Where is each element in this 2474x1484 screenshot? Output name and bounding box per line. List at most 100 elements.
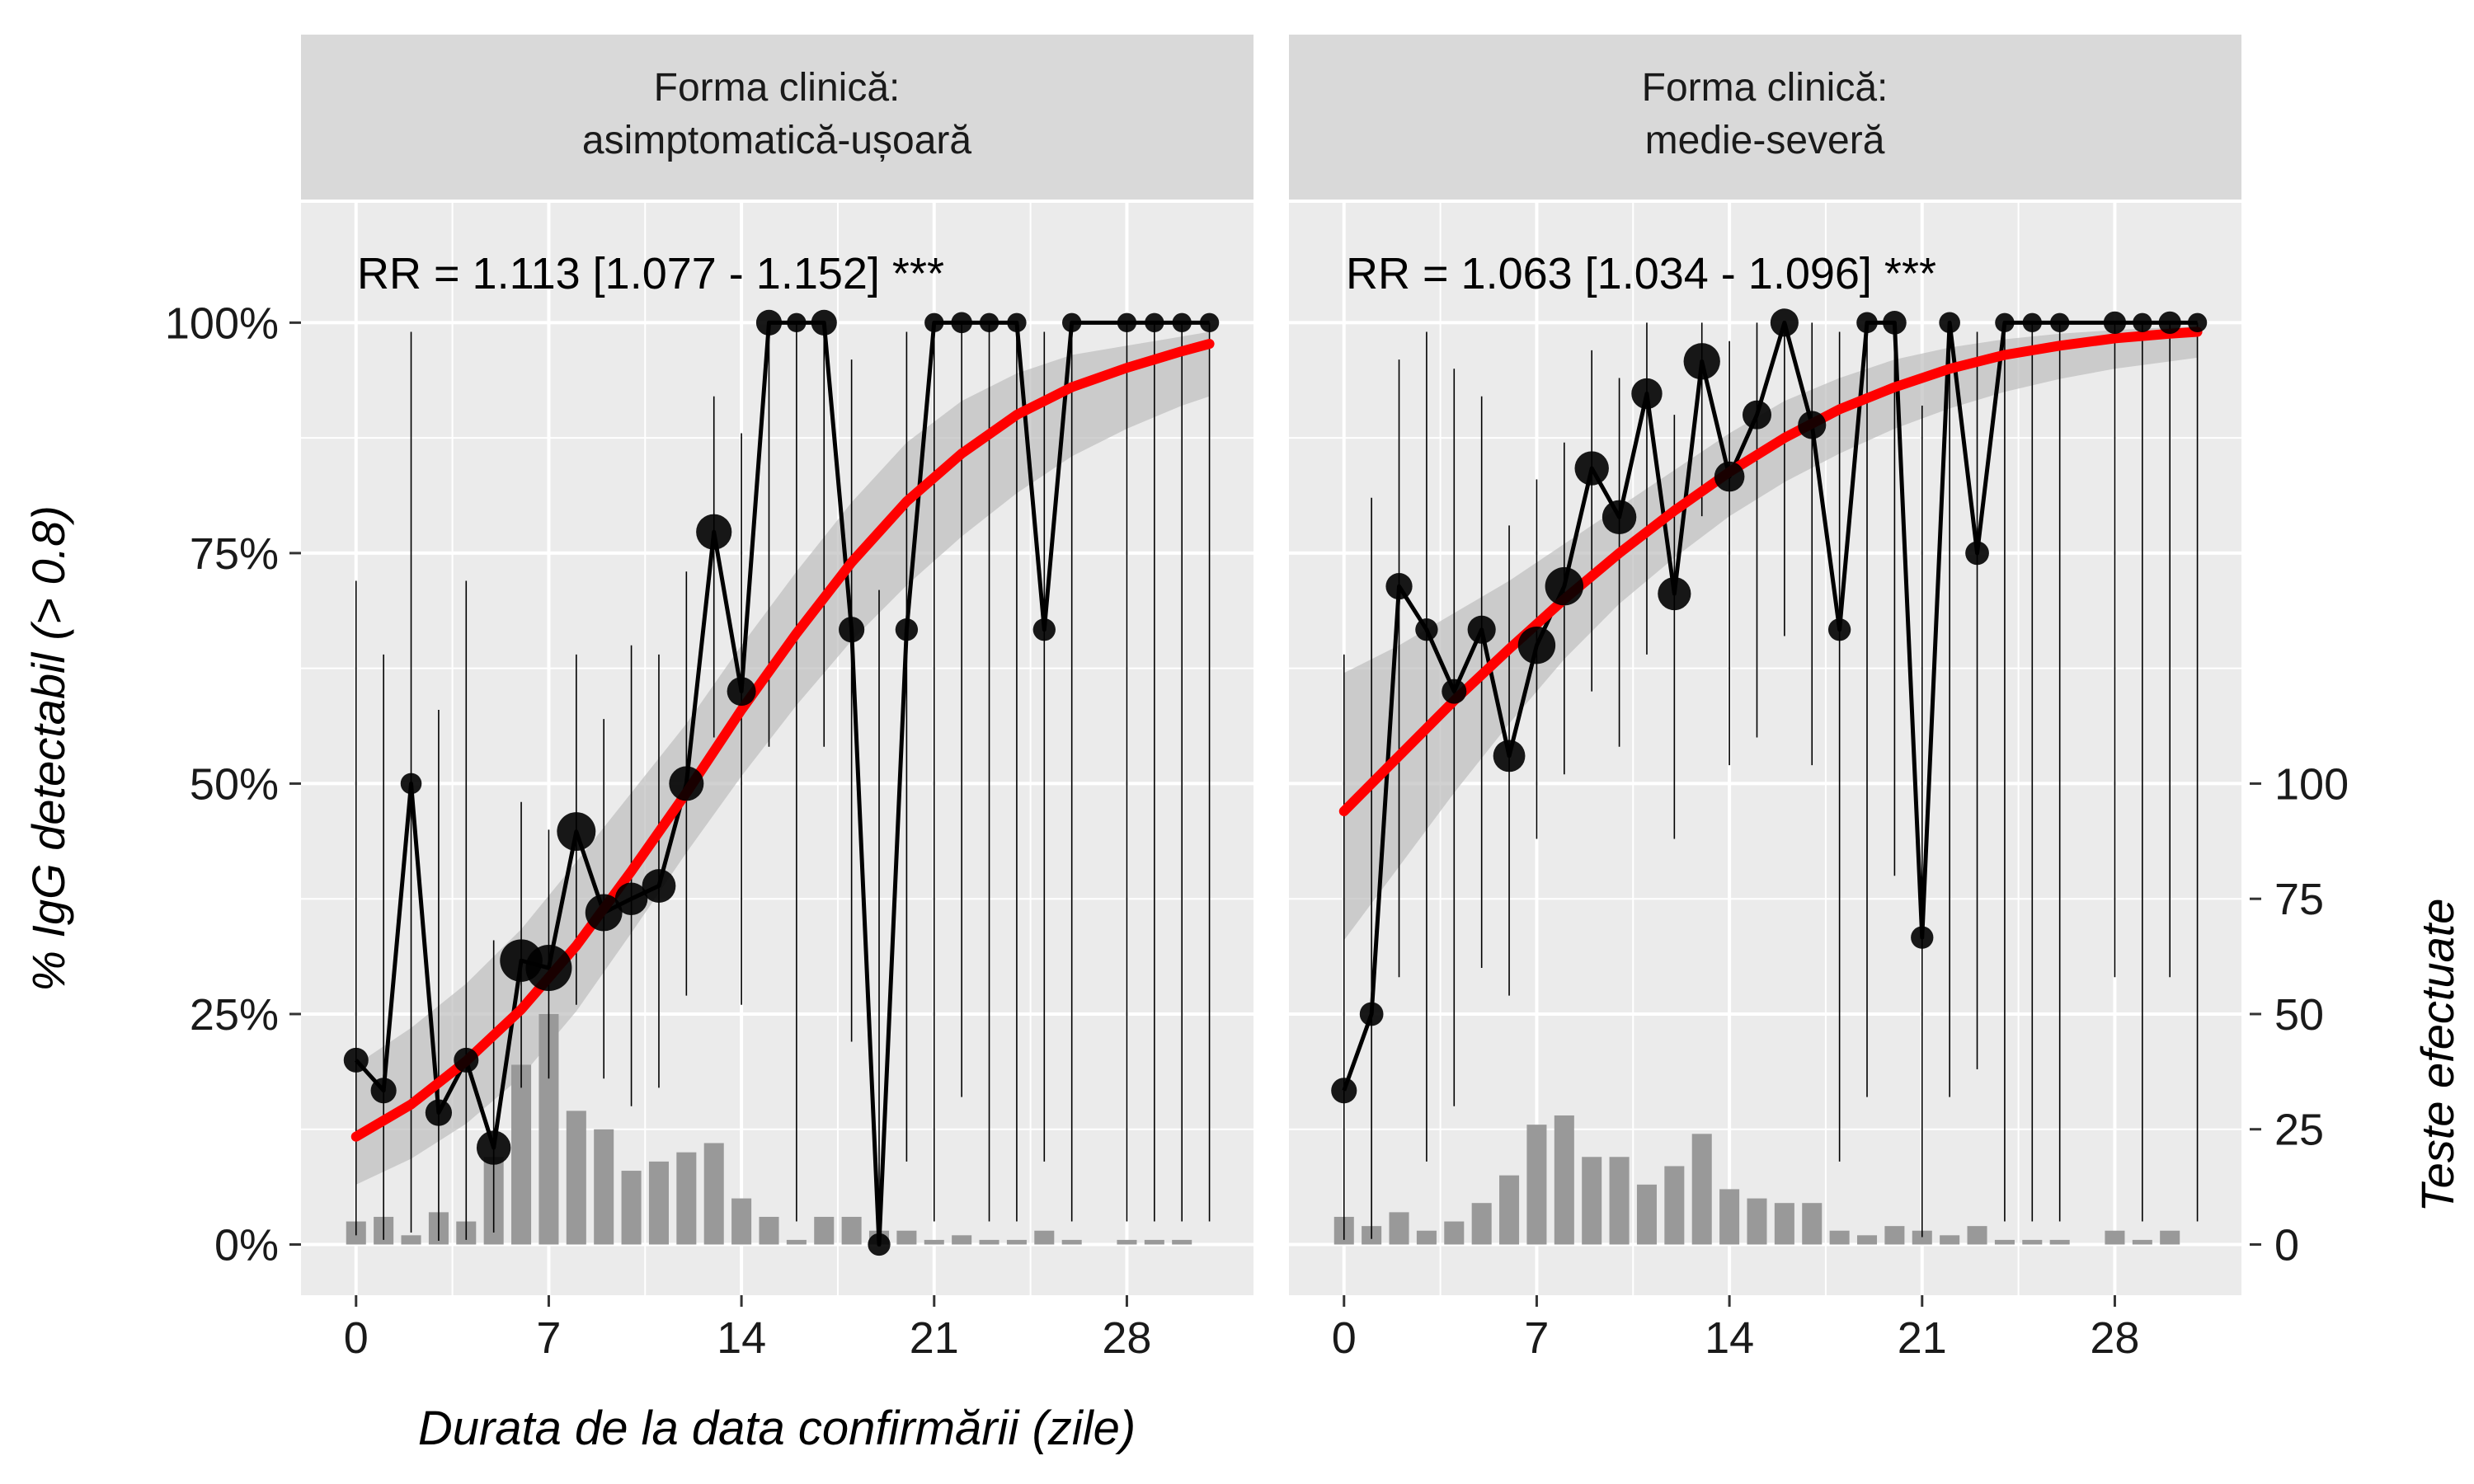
x-axis-title: Durata de la data confirmării (zile) <box>418 1402 1136 1455</box>
data-point <box>1467 615 1496 644</box>
test-count-bar <box>1719 1189 1740 1245</box>
data-point <box>1995 312 2015 333</box>
data-point <box>1574 451 1609 486</box>
test-count-bar <box>1117 1239 1137 1245</box>
data-point <box>1965 541 1989 566</box>
rr-annotation: RR = 1.113 [1.077 - 1.152] *** <box>357 249 944 298</box>
test-count-bar <box>952 1235 972 1245</box>
test-count-bar <box>1061 1239 1082 1245</box>
test-count-bar <box>1856 1235 1878 1245</box>
data-point <box>585 894 623 932</box>
strip-line-1: Forma clinică: <box>654 66 901 110</box>
data-point <box>924 312 944 333</box>
y2-tick-label: 75 <box>2274 875 2324 924</box>
test-count-bars <box>1333 1115 2180 1245</box>
data-point <box>343 1047 369 1073</box>
test-count-bar <box>1691 1134 1712 1245</box>
test-count-bar <box>759 1216 779 1245</box>
data-point <box>1742 400 1771 430</box>
test-count-bar <box>1499 1175 1520 1245</box>
test-count-bar <box>1389 1212 1409 1245</box>
test-count-bar <box>1034 1230 1055 1245</box>
data-point <box>370 1078 397 1104</box>
data-point <box>525 945 572 992</box>
y-tick-label: 50% <box>190 759 279 809</box>
x-tick-label: 28 <box>1102 1313 1151 1363</box>
data-point <box>1442 679 1467 704</box>
fit-polyline <box>1338 326 2203 816</box>
data-point <box>1602 500 1637 534</box>
test-count-bar <box>2132 1239 2152 1245</box>
y2-tick-label: 50 <box>2274 990 2324 1040</box>
data-point <box>1007 312 1027 333</box>
y-tick-label: 0% <box>214 1221 279 1270</box>
data-point <box>1545 566 1584 606</box>
observed-points <box>1331 308 2208 1104</box>
y2-tick-label: 100 <box>2274 759 2349 809</box>
test-count-bar <box>896 1230 917 1245</box>
data-point <box>557 812 596 852</box>
fitted-curve <box>350 339 1215 1142</box>
data-point <box>1770 308 1799 337</box>
test-count-bar <box>1554 1115 1574 1245</box>
test-count-bar <box>841 1216 862 1245</box>
test-count-bar <box>1006 1239 1027 1245</box>
y-tick-label: 75% <box>190 529 279 579</box>
y2-tick-label: 0 <box>2274 1221 2299 1270</box>
fit-polyline <box>350 339 1215 1142</box>
observed-points <box>343 309 1220 1256</box>
test-count-bar <box>1416 1230 1437 1245</box>
data-point <box>2187 312 2208 333</box>
test-count-bar <box>1144 1239 1164 1245</box>
test-count-bar <box>979 1239 999 1245</box>
y-axis-secondary-title: Teste efectuate <box>2411 899 2463 1213</box>
strip-background <box>1289 35 2241 200</box>
data-point <box>1415 618 1438 641</box>
data-point <box>839 617 865 643</box>
data-point <box>787 312 807 333</box>
data-point <box>727 677 756 707</box>
x-tick-label: 0 <box>344 1313 369 1363</box>
test-count-bar <box>594 1129 614 1245</box>
strip-line-1: Forma clinică: <box>1642 66 1888 110</box>
test-count-bar <box>924 1239 944 1245</box>
data-point <box>1493 740 1526 773</box>
x-tick-label: 0 <box>1332 1313 1357 1363</box>
data-point <box>1385 573 1413 600</box>
data-point <box>951 312 972 334</box>
error-bars <box>1343 322 2199 1240</box>
test-count-bar <box>1967 1226 1987 1245</box>
data-point <box>1856 312 1878 334</box>
test-count-bar <box>1994 1239 2015 1245</box>
test-count-bar <box>2160 1230 2180 1245</box>
data-point <box>425 1099 453 1126</box>
test-count-bar <box>1636 1184 1657 1245</box>
x-tick-label: 7 <box>536 1313 561 1363</box>
data-point <box>1683 343 1720 380</box>
y-axis-left: 0% 25% 50% 75% 100% <box>165 298 301 1270</box>
data-point <box>755 309 783 336</box>
data-point <box>811 309 837 336</box>
data-point <box>1032 618 1056 641</box>
data-point <box>476 1130 511 1165</box>
y-tick-label: 25% <box>190 990 279 1040</box>
test-count-bar <box>676 1152 697 1245</box>
data-point <box>454 1047 479 1073</box>
test-count-bar <box>1609 1157 1630 1245</box>
rr-annotation: RR = 1.063 [1.034 - 1.096] *** <box>1346 249 1936 298</box>
error-bars <box>355 322 1211 1245</box>
test-count-bar <box>1471 1203 1492 1245</box>
data-point <box>1199 312 1220 333</box>
test-count-bar <box>1747 1198 1767 1245</box>
data-point <box>696 514 732 550</box>
y2-tick-label: 25 <box>2274 1106 2324 1155</box>
x-tick-label: 7 <box>1524 1313 1549 1363</box>
test-count-bar <box>1802 1203 1823 1245</box>
data-point <box>1798 411 1827 439</box>
panel-mild: Forma clinică: asimptomatică-ușoară RR =… <box>301 35 1253 1363</box>
data-point <box>979 312 999 333</box>
x-axis-ticks: 0 7 14 21 28 <box>1332 1295 2139 1363</box>
data-point <box>1911 926 1934 949</box>
strip-line-2: asimptomatică-ușoară <box>582 119 972 162</box>
